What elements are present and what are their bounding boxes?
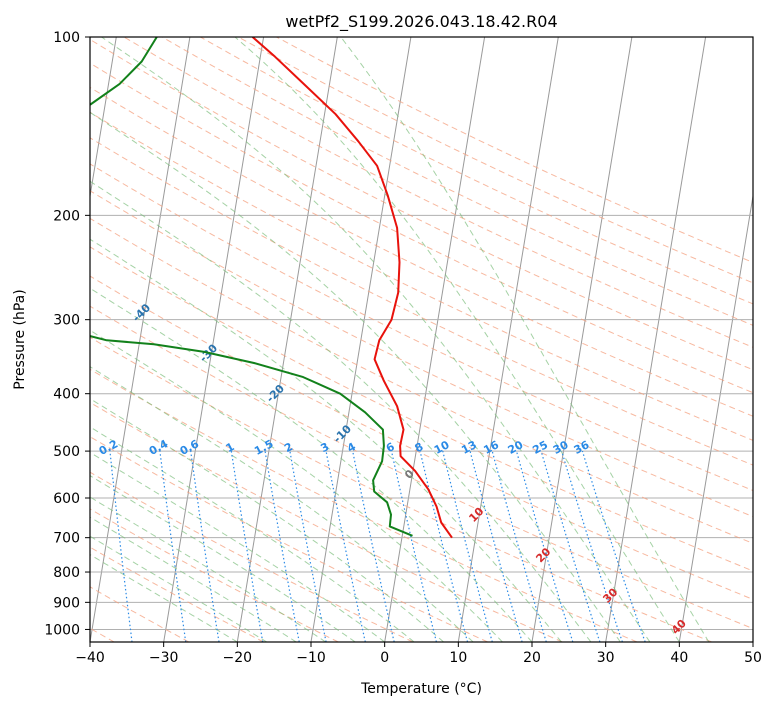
x-tick-label: 0 <box>380 650 389 666</box>
isotherm-line <box>90 37 117 200</box>
x-axis-label: Temperature (°C) <box>360 681 482 697</box>
dry-adiabat-line <box>123 37 753 348</box>
dry-adiabat-line <box>90 217 753 544</box>
x-tick-label: −30 <box>149 650 179 666</box>
moist-adiabat-line <box>90 329 503 642</box>
mixing-ratio-line <box>109 451 133 642</box>
dry-adiabat-line <box>90 190 753 518</box>
mixing-ratio-line <box>515 450 574 642</box>
mixing-ratio-line <box>352 450 395 642</box>
dry-adiabat-line <box>90 508 339 642</box>
dry-adiabat-line <box>90 401 563 642</box>
dry-adiabat-line <box>90 163 753 492</box>
y-tick-label: 1000 <box>44 622 80 638</box>
moist-adiabat-line <box>90 426 415 642</box>
mixing-ratio-line <box>289 450 327 642</box>
y-axis-label: Pressure (hPa) <box>12 289 28 389</box>
isotherm-line <box>384 37 486 642</box>
mixing-ratio-label: 16 <box>481 438 501 457</box>
mixing-ratio-label: 13 <box>459 438 479 457</box>
mixing-ratio-label: 30 <box>551 438 571 457</box>
dry-adiabat-line <box>90 368 638 642</box>
mixing-ratio-label: 10 <box>432 438 452 457</box>
x-tick-label: −10 <box>296 650 326 666</box>
moist-adiabat-line <box>90 451 385 642</box>
moist-adiabat-line <box>234 37 680 642</box>
dry-adiabat-line <box>90 305 753 630</box>
x-tick-label: 40 <box>670 650 688 666</box>
moist-adiabat-line <box>90 553 238 642</box>
y-tick-label: 100 <box>53 30 80 46</box>
isotherm-line <box>90 37 191 642</box>
mixing-ratio-label: 25 <box>530 438 550 457</box>
y-tick-label: 300 <box>53 313 80 329</box>
isotherm-line <box>678 193 753 642</box>
moist-adiabat-line <box>90 475 356 642</box>
y-tick-label: 900 <box>53 595 80 611</box>
x-tick-label: 50 <box>744 650 762 666</box>
mixing-ratio-line <box>561 450 623 642</box>
chart-title: wetPf2_S199.2026.043.18.42.R04 <box>285 12 557 32</box>
moist-adiabat-line <box>101 37 651 642</box>
x-axis: −40 −30 −20 −10 0 10 20 30 40 50 <box>75 642 762 666</box>
y-tick-label: 600 <box>53 491 80 507</box>
mixing-ratio-line <box>390 450 437 642</box>
mixing-ratio-label: 20 <box>506 438 526 457</box>
x-tick-label: −40 <box>75 650 105 666</box>
moist-adiabat-line <box>90 496 326 642</box>
y-axis: 100 200 300 400 500 600 700 800 900 1000 <box>44 30 90 638</box>
plot-area: 0.10.20.40.611.52346810131620253036-100-… <box>90 37 753 642</box>
y-tick-label: 700 <box>53 531 80 547</box>
dry-adiabat-line <box>90 246 753 572</box>
dry-adiabat-line <box>90 436 488 642</box>
mixing-ratio-line <box>491 450 547 642</box>
isotherm-line <box>531 37 633 642</box>
x-tick-label: 30 <box>597 650 615 666</box>
profiles <box>90 37 453 539</box>
mixing-ratio-line <box>325 450 366 642</box>
mixing-ratio-line <box>540 450 601 642</box>
dry-adiabat-line <box>238 37 753 284</box>
dewpoint-profile-line <box>90 37 413 537</box>
isotherm-line <box>605 37 707 642</box>
mixing-ratio-label: 36 <box>572 438 592 457</box>
temperature-profile-line <box>251 37 453 539</box>
background-lines <box>90 37 753 642</box>
moist-adiabat-line <box>90 238 562 642</box>
isotherm-line <box>236 37 338 642</box>
moist-adiabat-line <box>90 180 592 642</box>
x-tick-label: 20 <box>523 650 541 666</box>
y-tick-label: 800 <box>53 565 80 581</box>
moist-adiabat-line <box>90 366 474 642</box>
x-tick-label: 10 <box>449 650 467 666</box>
dry-adiabat-line <box>90 275 753 600</box>
mixing-ratio-line <box>442 450 493 642</box>
mixing-ratio-line <box>159 451 187 642</box>
moist-adiabat-line <box>90 287 533 642</box>
moist-adiabat-line <box>90 111 621 642</box>
moist-adiabat-line <box>90 398 444 642</box>
x-tick-label: −20 <box>223 650 253 666</box>
plot-frame <box>89 36 754 643</box>
y-tick-label: 200 <box>53 208 80 224</box>
moist-adiabat-line <box>90 535 268 642</box>
y-tick-label: 500 <box>53 444 80 460</box>
y-tick-label: 400 <box>53 387 80 403</box>
mixing-ratio-line <box>469 450 523 642</box>
isotherm-line <box>163 37 265 642</box>
mixing-ratio-line <box>581 450 646 642</box>
mixing-ratio-line <box>190 451 220 642</box>
moist-adiabat-line <box>90 516 297 642</box>
dry-adiabat-line <box>90 86 753 417</box>
